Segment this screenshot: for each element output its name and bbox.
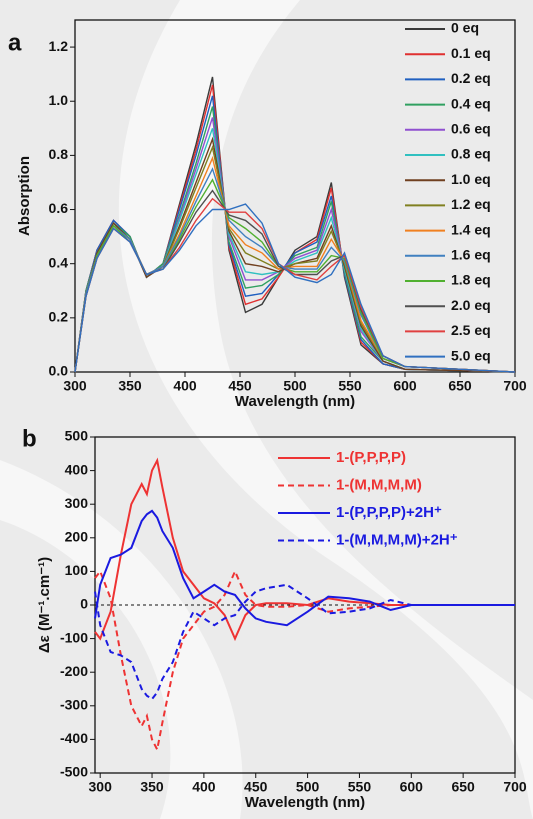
y-axis-label: Δε (M⁻¹.cm⁻¹) bbox=[36, 557, 53, 653]
x-tick-label: 300 bbox=[63, 378, 87, 394]
legend-label: 0.6 eq bbox=[451, 121, 491, 137]
y-tick-label: 0.2 bbox=[49, 309, 69, 325]
y-tick-label: 400 bbox=[65, 461, 89, 477]
legend-label: 2.0 eq bbox=[451, 297, 491, 313]
legend-label: 2.5 eq bbox=[451, 322, 491, 338]
y-tick-label: -500 bbox=[60, 764, 88, 780]
series-line bbox=[94, 457, 515, 642]
x-tick-label: 650 bbox=[448, 378, 472, 394]
y-tick-label: 0.6 bbox=[49, 200, 69, 216]
legend-label: 0 eq bbox=[451, 20, 479, 36]
legend-label: 1.6 eq bbox=[451, 247, 491, 263]
y-tick-label: 0 bbox=[80, 596, 88, 612]
series-line bbox=[74, 178, 516, 373]
x-tick-label: 350 bbox=[118, 378, 142, 394]
x-tick-label: 700 bbox=[503, 378, 527, 394]
background-swirl bbox=[0, 460, 243, 819]
legend-label: 1.2 eq bbox=[451, 196, 491, 212]
x-tick-label: 450 bbox=[244, 779, 268, 795]
legend-label: 1.0 eq bbox=[451, 171, 491, 187]
series-line bbox=[74, 167, 516, 373]
x-tick-label: 550 bbox=[338, 378, 362, 394]
x-tick-label: 550 bbox=[348, 779, 372, 795]
y-tick-label: -200 bbox=[60, 663, 88, 679]
y-tick-label: -300 bbox=[60, 697, 88, 713]
background-swirl bbox=[118, 0, 533, 819]
x-axis-label: Wavelength (nm) bbox=[235, 393, 355, 410]
x-tick-label: 300 bbox=[89, 779, 113, 795]
panel-label: a bbox=[8, 29, 22, 56]
series-line bbox=[94, 568, 515, 753]
y-tick-label: -100 bbox=[60, 629, 88, 645]
x-tick-label: 650 bbox=[451, 779, 475, 795]
x-tick-label: 500 bbox=[283, 378, 307, 394]
series-line bbox=[74, 203, 516, 373]
legend-label: 1-(P,P,P,P) bbox=[336, 449, 406, 466]
x-tick-label: 350 bbox=[140, 779, 164, 795]
x-tick-label: 700 bbox=[503, 779, 527, 795]
y-tick-label: 0.4 bbox=[49, 254, 69, 270]
legend-label: 1.8 eq bbox=[451, 272, 491, 288]
series-line bbox=[74, 136, 516, 373]
legend-label: 1-(P,P,P,P)+2H⁺ bbox=[336, 504, 442, 521]
panel-label: b bbox=[22, 425, 37, 452]
legend-label: 0.8 eq bbox=[451, 146, 491, 162]
legend-label: 0.1 eq bbox=[451, 45, 491, 61]
legend-label: 5.0 eq bbox=[451, 347, 491, 363]
y-tick-label: 1.2 bbox=[49, 38, 69, 54]
x-tick-label: 500 bbox=[296, 779, 320, 795]
y-tick-label: 1.0 bbox=[49, 92, 69, 108]
x-axis-label: Wavelength (nm) bbox=[245, 794, 365, 811]
legend-label: 0.4 eq bbox=[451, 95, 491, 111]
x-tick-label: 600 bbox=[393, 378, 417, 394]
legend-label: 1-(M,M,M,M) bbox=[336, 476, 422, 493]
y-tick-label: -400 bbox=[60, 730, 88, 746]
y-tick-label: 100 bbox=[65, 562, 89, 578]
x-tick-label: 400 bbox=[192, 779, 216, 795]
legend-label: 1-(M,M,M,M)+2H⁺ bbox=[336, 531, 458, 548]
y-tick-label: 300 bbox=[65, 495, 89, 511]
y-tick-label: 0.0 bbox=[49, 363, 69, 379]
legend-label: 0.2 eq bbox=[451, 70, 491, 86]
series-line bbox=[94, 509, 515, 627]
x-tick-label: 400 bbox=[173, 378, 197, 394]
series-line bbox=[94, 583, 515, 701]
y-tick-label: 500 bbox=[65, 428, 89, 444]
y-tick-label: 0.8 bbox=[49, 146, 69, 162]
y-tick-label: 200 bbox=[65, 529, 89, 545]
x-tick-label: 600 bbox=[400, 779, 424, 795]
series-line bbox=[74, 106, 516, 373]
y-axis-label: Absorption bbox=[16, 156, 33, 236]
x-tick-label: 450 bbox=[228, 378, 252, 394]
legend-label: 1.4 eq bbox=[451, 221, 491, 237]
